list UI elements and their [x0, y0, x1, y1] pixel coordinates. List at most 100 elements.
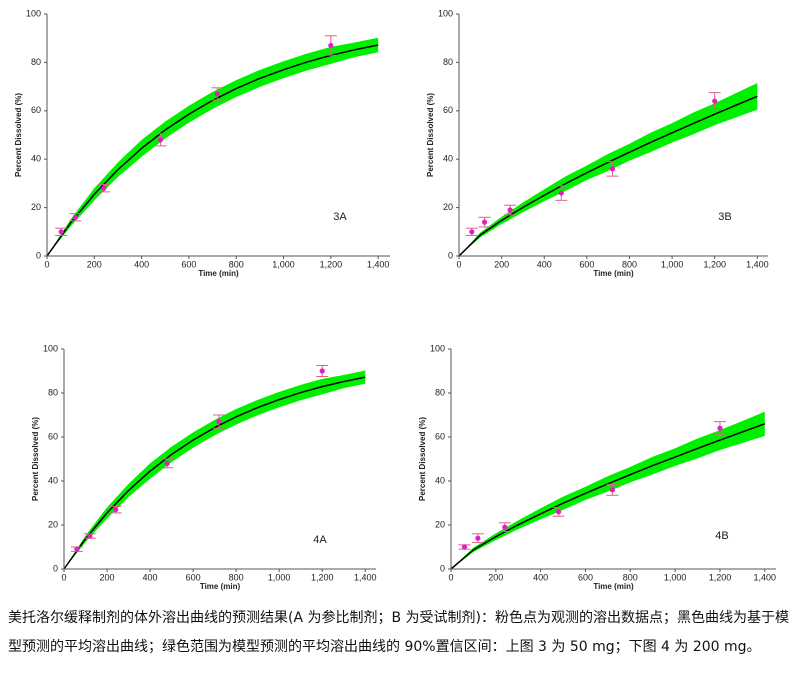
y-tick-label: 20 [435, 519, 445, 529]
mean-curve [458, 95, 758, 257]
x-tick-label: 800 [229, 259, 244, 269]
x-tick-label: 1,200 [709, 572, 732, 582]
y-tick-label: 100 [43, 343, 58, 353]
x-tick-label: 200 [100, 572, 115, 582]
y-tick-label: 20 [31, 202, 41, 212]
x-tick-label: 0 [448, 572, 453, 582]
observed-point [214, 91, 220, 97]
observed-point [157, 137, 164, 143]
x-tick-label: 600 [186, 572, 201, 582]
observed-point [328, 42, 334, 49]
observed-point [74, 546, 80, 552]
x-tick-label: 600 [578, 572, 593, 582]
x-tick-label: 1,000 [268, 572, 291, 582]
panel: 0 200 400 600 800 1,000 1,200 1,400 0 20 40 60 80 100… [418, 343, 776, 591]
observed-point [58, 229, 64, 235]
x-tick-label: 0 [44, 259, 49, 269]
observed-point [609, 166, 616, 172]
panel-label: 3B [718, 211, 731, 223]
x-tick-label: 200 [494, 259, 509, 269]
panel-label: 4B [715, 530, 728, 542]
y-tick-label: 100 [438, 8, 453, 18]
observed-point [475, 535, 481, 541]
observed-point [507, 207, 513, 213]
y-axis-label: Percent Dissolved (%) [14, 93, 23, 177]
x-tick-label: 600 [579, 259, 594, 269]
confidence-band [64, 370, 366, 569]
y-tick-label: 20 [48, 519, 58, 529]
confidence-band [47, 37, 379, 256]
x-tick-label: 1,000 [661, 259, 684, 269]
x-tick-label: 800 [623, 572, 638, 582]
mean-curve [46, 44, 379, 257]
observed-point [461, 544, 468, 550]
observed-point [72, 214, 78, 220]
x-tick-label: 200 [488, 572, 503, 582]
observed-point [101, 185, 107, 191]
y-tick-label: 80 [48, 387, 58, 397]
x-tick-label: 600 [181, 259, 196, 269]
x-tick-label: 1,200 [703, 259, 726, 269]
x-tick-label: 400 [143, 572, 158, 582]
observed-point [502, 524, 508, 530]
x-tick-label: 1,000 [664, 572, 687, 582]
x-tick-label: 1,400 [367, 259, 390, 269]
observed-point [469, 229, 475, 235]
y-tick-label: 60 [443, 105, 453, 115]
x-tick-label: 0 [456, 259, 461, 269]
y-tick-label: 60 [435, 431, 445, 441]
confidence-band [459, 82, 758, 256]
x-tick-label: 200 [87, 259, 102, 269]
y-tick-label: 80 [443, 57, 453, 67]
x-axis-label: Time (min) [593, 269, 634, 278]
x-tick-label: 1,400 [746, 259, 769, 269]
y-tick-label: 20 [443, 202, 453, 212]
panel: 0 200 400 600 800 1,000 1,200 1,400 0 20 40 60 80 100… [14, 8, 390, 278]
observed-point [558, 190, 564, 196]
x-axis-label: Time (min) [593, 582, 634, 591]
x-tick-label: 1,400 [754, 572, 777, 582]
x-tick-label: 1,400 [354, 572, 377, 582]
x-axis-label: Time (min) [198, 269, 239, 278]
y-tick-label: 80 [31, 57, 41, 67]
x-tick-label: 1,200 [320, 259, 343, 269]
y-axis-label: Percent Dissolved (%) [418, 417, 427, 501]
y-tick-label: 40 [31, 154, 41, 164]
observed-point [717, 425, 723, 431]
y-tick-label: 60 [48, 431, 58, 441]
observed-point [216, 419, 222, 425]
panel-label: 3A [333, 211, 347, 223]
panel-label: 4A [313, 534, 327, 546]
observed-point [712, 98, 718, 104]
observed-point [555, 509, 562, 515]
observed-point [164, 460, 170, 466]
y-tick-label: 0 [440, 563, 445, 573]
x-tick-label: 800 [622, 259, 637, 269]
y-axis-label: Percent Dissolved (%) [31, 417, 40, 501]
y-tick-label: 100 [26, 8, 41, 18]
observed-point [113, 507, 119, 513]
y-tick-label: 0 [53, 563, 58, 573]
x-tick-label: 0 [61, 572, 66, 582]
panel: 0 200 400 600 800 1,000 1,200 1,400 0 20 40 60 80 100… [426, 8, 769, 278]
x-axis-label: Time (min) [200, 582, 241, 591]
chart-grid: 0 200 400 600 800 1,000 1,200 1,400020406080100… [14, 8, 776, 591]
y-tick-label: 0 [36, 250, 41, 260]
y-tick-label: 40 [443, 154, 453, 164]
x-tick-label: 1,200 [311, 572, 334, 582]
panel: 0 200 400 600 800 1,000 1,200 1,400 0 20 40 60 80 100… [31, 343, 376, 591]
observed-point [609, 487, 615, 493]
observed-point [319, 368, 325, 374]
y-tick-label: 40 [435, 475, 445, 485]
x-tick-label: 400 [537, 259, 552, 269]
y-axis-label: Percent Dissolved (%) [426, 93, 435, 177]
y-tick-label: 80 [435, 387, 445, 397]
observed-point [481, 219, 488, 225]
mean-curve [63, 376, 366, 570]
caption: 美托洛尔缓释制剂的体外溶出曲线的预测结果(A 为参比制剂；B 为受试制剂)：粉色… [8, 610, 790, 655]
x-tick-label: 400 [533, 572, 548, 582]
x-tick-label: 400 [134, 259, 149, 269]
y-tick-label: 60 [31, 105, 41, 115]
y-tick-label: 40 [48, 475, 58, 485]
